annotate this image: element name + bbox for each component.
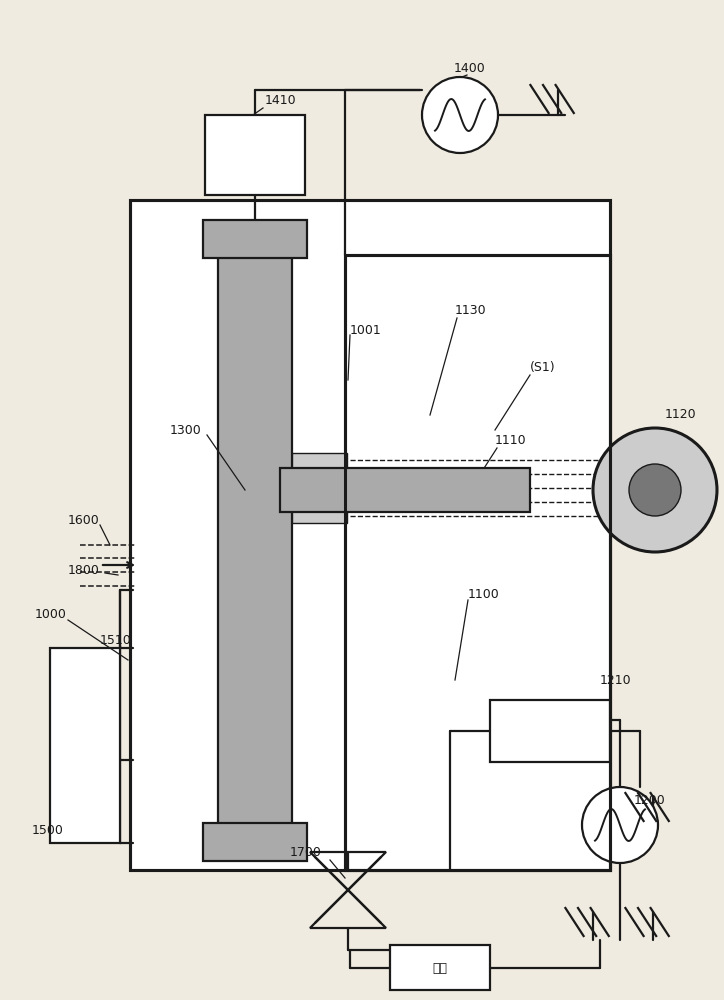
Text: 1110: 1110 <box>495 434 526 446</box>
Bar <box>345 255 610 870</box>
Bar <box>203 823 307 861</box>
Text: 1510: 1510 <box>100 634 132 647</box>
Text: 1001: 1001 <box>350 324 382 336</box>
Bar <box>203 220 307 258</box>
Circle shape <box>582 787 658 863</box>
Text: 1300: 1300 <box>170 424 202 436</box>
Circle shape <box>593 428 717 552</box>
Text: 1500: 1500 <box>32 824 64 836</box>
Bar <box>205 115 305 195</box>
Text: 1700: 1700 <box>290 846 322 858</box>
Bar <box>345 255 610 870</box>
Circle shape <box>629 464 681 516</box>
Text: (S1): (S1) <box>530 361 555 374</box>
Text: 1400: 1400 <box>454 62 486 75</box>
Text: 1800: 1800 <box>68 564 100 576</box>
Bar <box>130 200 610 870</box>
Text: 1410: 1410 <box>265 94 297 106</box>
Text: 1210: 1210 <box>600 674 631 686</box>
Bar <box>390 945 490 990</box>
Text: 1000: 1000 <box>35 608 67 621</box>
Text: 1200: 1200 <box>634 794 666 806</box>
Bar <box>218 225 292 855</box>
Text: 1100: 1100 <box>468 588 500 601</box>
Bar <box>490 700 610 762</box>
Text: 1600: 1600 <box>68 514 100 526</box>
Bar <box>130 200 610 870</box>
Bar <box>292 453 347 523</box>
Text: 1130: 1130 <box>455 304 487 316</box>
Text: 真空: 真空 <box>432 962 447 974</box>
Bar <box>50 648 120 843</box>
Bar <box>280 468 530 512</box>
Text: 1120: 1120 <box>665 408 696 422</box>
Circle shape <box>422 77 498 153</box>
